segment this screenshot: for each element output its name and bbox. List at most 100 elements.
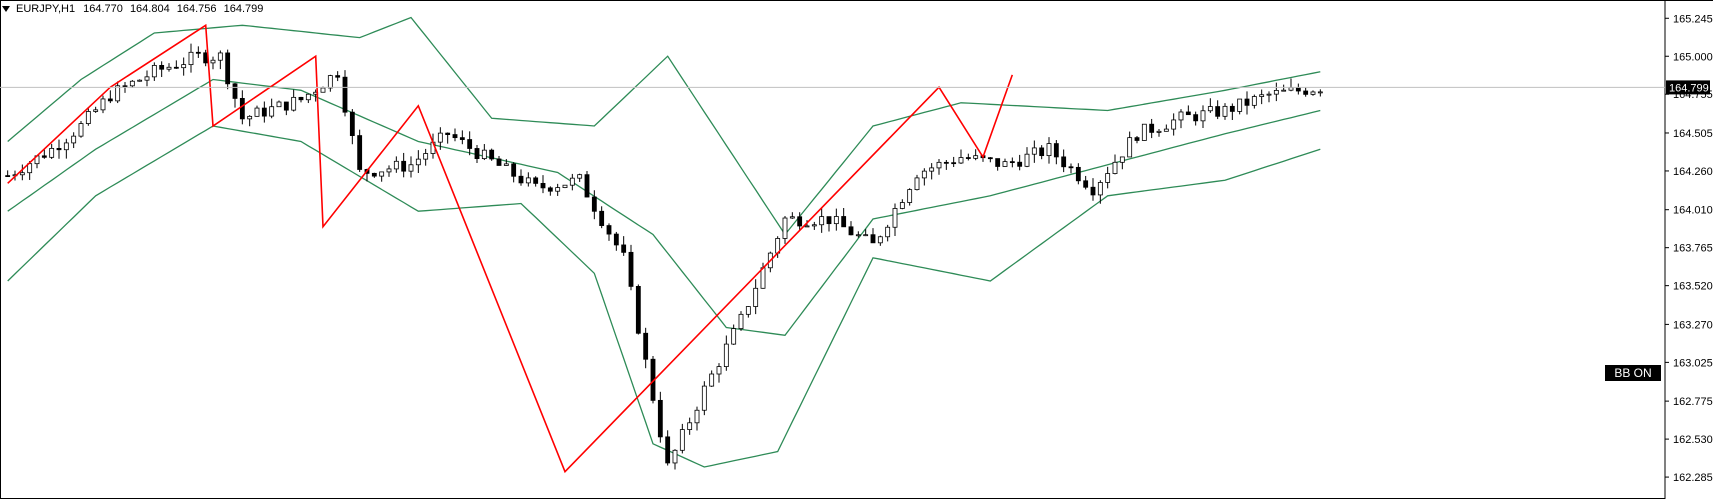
- candle-body: [870, 234, 876, 244]
- candle: [1229, 103, 1235, 120]
- candle: [423, 148, 429, 166]
- candle-body: [1075, 166, 1081, 182]
- y-tick-label: 162.530: [1673, 434, 1713, 446]
- candle: [408, 156, 414, 178]
- candle: [269, 98, 275, 119]
- candle-body: [628, 251, 634, 287]
- candle: [1317, 89, 1323, 97]
- candle-body: [745, 306, 751, 315]
- candle: [1303, 87, 1309, 97]
- candle: [745, 306, 751, 318]
- candle: [826, 216, 832, 232]
- candle-body: [408, 164, 414, 172]
- candle-body: [1156, 130, 1162, 133]
- candle: [599, 206, 605, 229]
- candle-body: [562, 184, 568, 189]
- candle-body: [386, 168, 392, 173]
- y-tick-label: 164.260: [1673, 166, 1713, 178]
- candle: [987, 157, 993, 163]
- candle-body: [276, 101, 282, 108]
- bb-on-badge[interactable]: BB ON: [1605, 365, 1661, 381]
- candle-body: [811, 224, 817, 227]
- candle: [789, 212, 795, 219]
- open-price: 164.770: [83, 3, 123, 15]
- candle: [401, 152, 407, 178]
- candle: [1119, 156, 1125, 170]
- candle-body: [1127, 137, 1133, 158]
- candle-body: [459, 137, 465, 140]
- candle-body: [701, 385, 707, 411]
- candle-body: [349, 111, 355, 136]
- candle: [210, 56, 216, 70]
- candle-body: [1141, 123, 1147, 141]
- candle: [584, 171, 590, 198]
- candle: [1061, 149, 1067, 173]
- candle-body: [1149, 123, 1155, 133]
- candle-body: [958, 157, 964, 164]
- close-price: 164.799: [223, 3, 264, 15]
- candle-body: [1002, 161, 1008, 167]
- candle-body: [577, 174, 583, 179]
- candle-body: [63, 142, 69, 151]
- chart-menu-triangle-icon[interactable]: [2, 6, 10, 12]
- candle: [276, 100, 282, 108]
- current-price-tag: [1666, 80, 1710, 95]
- candle-body: [892, 208, 898, 228]
- candle-body: [584, 174, 590, 198]
- candle-body: [716, 366, 722, 375]
- candle-body: [335, 75, 341, 78]
- candle-body: [151, 65, 157, 78]
- candle: [496, 156, 502, 166]
- candle: [533, 176, 539, 187]
- candle: [848, 221, 854, 236]
- candle: [819, 207, 825, 233]
- candle: [877, 235, 883, 246]
- candle-body: [1178, 111, 1184, 121]
- candle-body: [269, 106, 275, 117]
- candle-body: [371, 172, 377, 177]
- candle: [5, 170, 11, 178]
- candle: [731, 324, 737, 345]
- y-tick-label: 165.000: [1673, 51, 1713, 63]
- candle-body: [85, 111, 91, 125]
- candle-body: [1009, 161, 1015, 164]
- candle-body: [1083, 180, 1089, 188]
- candle: [1288, 78, 1294, 92]
- candle: [489, 148, 495, 161]
- candle-body: [973, 155, 979, 159]
- candle-body: [173, 66, 179, 69]
- candle: [115, 81, 121, 104]
- candle: [606, 223, 612, 241]
- candle: [283, 101, 289, 116]
- candle-body: [1105, 173, 1111, 183]
- candle: [85, 107, 91, 126]
- candle-body: [239, 98, 245, 120]
- candle: [166, 63, 172, 72]
- candle-body: [804, 225, 810, 228]
- candle-body: [481, 149, 487, 160]
- candle-body: [936, 161, 942, 169]
- candle-body: [877, 236, 883, 244]
- candle-body: [305, 93, 311, 101]
- candle-body: [797, 216, 803, 227]
- candle: [1068, 163, 1074, 174]
- candle-body: [1303, 90, 1309, 95]
- candle: [1273, 82, 1279, 102]
- candle-body: [951, 162, 957, 165]
- candle-body: [921, 170, 927, 179]
- candle: [1031, 140, 1037, 163]
- candle: [188, 43, 194, 73]
- candle: [1171, 113, 1177, 136]
- candle: [723, 335, 729, 371]
- candle-body: [591, 196, 597, 212]
- candle-body: [1251, 96, 1257, 106]
- candle: [1017, 154, 1023, 171]
- candle: [811, 221, 817, 230]
- candle-body: [137, 79, 143, 82]
- candle-body: [247, 115, 253, 120]
- candle: [1185, 105, 1191, 116]
- candle: [1105, 166, 1111, 189]
- candle: [1141, 123, 1147, 141]
